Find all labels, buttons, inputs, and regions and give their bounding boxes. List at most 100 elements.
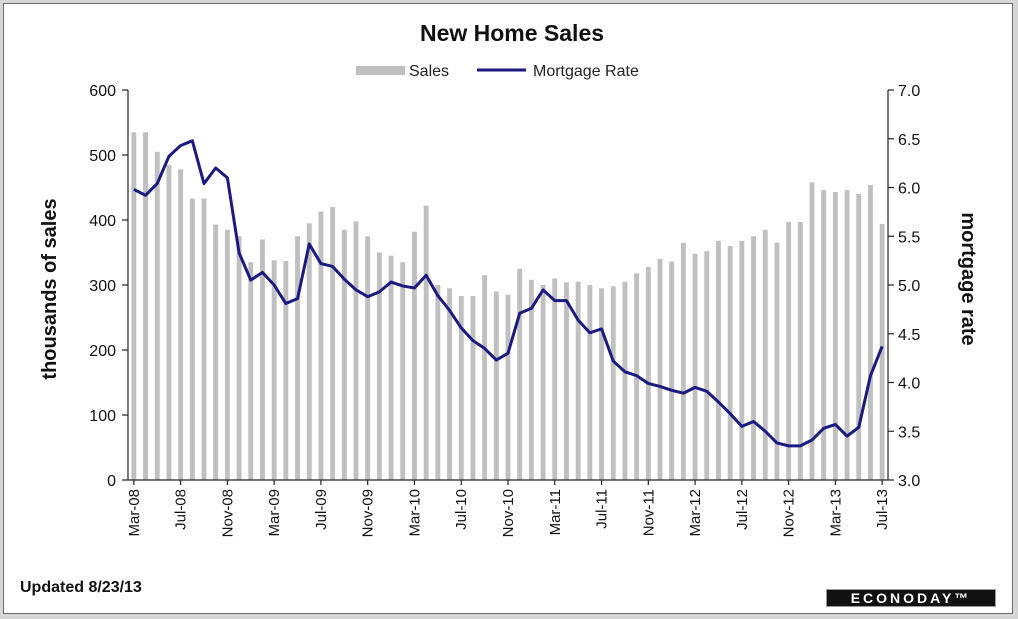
sales-bar bbox=[669, 261, 675, 480]
x-tick-label: Mar-09 bbox=[266, 489, 283, 537]
sales-bar bbox=[482, 275, 488, 480]
sales-bar bbox=[786, 221, 792, 480]
sales-bar bbox=[575, 281, 581, 480]
sales-bar bbox=[868, 184, 873, 480]
left-tick-label: 200 bbox=[89, 343, 116, 360]
sales-bar bbox=[248, 262, 254, 480]
x-tick-label: Jul-13 bbox=[874, 489, 891, 530]
sales-bar bbox=[680, 242, 686, 480]
updated-note: Updated 8/23/13 bbox=[20, 579, 142, 596]
sales-bar bbox=[271, 260, 277, 480]
sales-bar bbox=[692, 253, 698, 480]
sales-bar bbox=[306, 223, 312, 480]
left-tick-label: 400 bbox=[89, 213, 116, 230]
sales-bar bbox=[832, 192, 838, 481]
left-axis-title: thousands of sales bbox=[39, 198, 61, 379]
right-tick-label: 5.0 bbox=[898, 278, 920, 295]
x-tick-label: Jul-10 bbox=[453, 489, 470, 530]
sales-bar bbox=[412, 231, 417, 480]
x-tick-label: Mar-08 bbox=[126, 489, 143, 537]
sales-bar bbox=[178, 169, 184, 481]
left-ticks: 0 100 200 300 400 500 600 bbox=[89, 83, 128, 490]
x-tick-label: Jul-08 bbox=[173, 489, 190, 530]
x-tick-label: Nov-11 bbox=[640, 489, 657, 536]
x-tick-label: Jul-11 bbox=[594, 489, 611, 529]
sales-bar bbox=[376, 252, 382, 480]
x-tick-label: Nov-09 bbox=[360, 489, 377, 537]
sales-bar bbox=[283, 260, 289, 480]
x-tick-label: Nov-08 bbox=[219, 489, 236, 537]
sales-bar bbox=[295, 236, 300, 480]
sales-bar bbox=[727, 246, 733, 480]
sales-bar bbox=[435, 285, 441, 480]
x-tick-label: Jul-09 bbox=[313, 489, 330, 530]
sales-bar bbox=[318, 211, 324, 481]
legend-sales-label: Sales bbox=[409, 63, 449, 80]
right-tick-label: 3.5 bbox=[898, 424, 920, 441]
chart-title: New Home Sales bbox=[420, 20, 604, 46]
sales-bar bbox=[330, 207, 336, 480]
chart-svg: New Home Sales Sales Mortgage Rate 0 100 2… bbox=[39, 20, 979, 537]
x-tick-label: Mar-12 bbox=[687, 489, 704, 537]
chart-frame: New Home Sales Sales Mortgage Rate 0 100 2… bbox=[3, 3, 1013, 614]
sales-bar bbox=[166, 164, 172, 480]
sales-bar bbox=[236, 236, 242, 480]
sales-bar bbox=[154, 151, 160, 480]
sales-bars bbox=[131, 132, 885, 481]
right-axis-title: mortgage rate bbox=[957, 212, 979, 345]
sales-bar bbox=[353, 221, 359, 481]
sales-bar bbox=[458, 296, 464, 480]
sales-bar bbox=[610, 286, 616, 480]
sales-bar bbox=[143, 132, 148, 480]
sales-bar bbox=[751, 236, 756, 480]
left-tick-label: 600 bbox=[89, 83, 116, 100]
left-tick-label: 300 bbox=[89, 278, 116, 295]
econoday-logo: ECONODAY™ bbox=[826, 589, 996, 607]
sales-bar bbox=[552, 278, 558, 480]
legend-mortgage-label: Mortgage Rate bbox=[533, 63, 639, 80]
x-tick-label: Mar-13 bbox=[827, 489, 844, 537]
right-tick-label: 6.5 bbox=[898, 132, 920, 149]
sales-bar bbox=[423, 205, 429, 480]
sales-bar bbox=[622, 281, 628, 480]
left-tick-label: 100 bbox=[89, 408, 116, 425]
sales-bar bbox=[774, 242, 780, 480]
sales-bar bbox=[879, 223, 885, 480]
x-tick-label: Mar-10 bbox=[406, 489, 423, 537]
sales-bar bbox=[517, 268, 523, 480]
sales-bar bbox=[540, 285, 546, 480]
sales-bar bbox=[341, 229, 347, 480]
sales-bar bbox=[564, 282, 569, 480]
x-ticks: Mar-08 Jul-08 Nov-08 Mar-09 Jul-09 Nov-09 Mar-… bbox=[126, 480, 891, 537]
right-ticks: 3.0 3.5 4.0 4.5 5.0 5.5 6.0 6.5 7.0 bbox=[888, 83, 920, 490]
right-tick-label: 7.0 bbox=[898, 83, 920, 100]
sales-bar bbox=[493, 291, 499, 480]
sales-bar bbox=[447, 288, 452, 480]
left-tick-label: 0 bbox=[107, 473, 116, 490]
left-tick-label: 500 bbox=[89, 148, 116, 165]
sales-bar bbox=[587, 285, 593, 480]
x-tick-label: Nov-12 bbox=[781, 489, 798, 537]
x-tick-label: Nov-10 bbox=[500, 489, 517, 537]
right-tick-label: 4.5 bbox=[898, 327, 920, 344]
sales-bar bbox=[821, 190, 827, 480]
sales-bar bbox=[844, 190, 850, 480]
mortgage-rate-polyline bbox=[133, 139, 884, 448]
sales-bar bbox=[189, 198, 195, 481]
sales-bar bbox=[131, 132, 137, 480]
x-tick-label: Mar-11 bbox=[547, 489, 564, 535]
sales-bar bbox=[365, 236, 371, 480]
legend: Sales Mortgage Rate bbox=[356, 63, 639, 80]
right-tick-label: 3.0 bbox=[898, 473, 920, 490]
sales-bar bbox=[797, 221, 803, 480]
sales-bar bbox=[762, 229, 768, 480]
right-tick-label: 4.0 bbox=[898, 376, 920, 393]
sales-bar bbox=[716, 240, 721, 480]
sales-bar bbox=[528, 279, 534, 480]
right-tick-label: 5.5 bbox=[898, 229, 920, 246]
sales-bar bbox=[739, 240, 745, 480]
sales-bar bbox=[388, 255, 394, 480]
sales-bar bbox=[599, 288, 604, 480]
sales-bar bbox=[505, 294, 511, 480]
x-tick-label: Jul-12 bbox=[734, 489, 751, 530]
